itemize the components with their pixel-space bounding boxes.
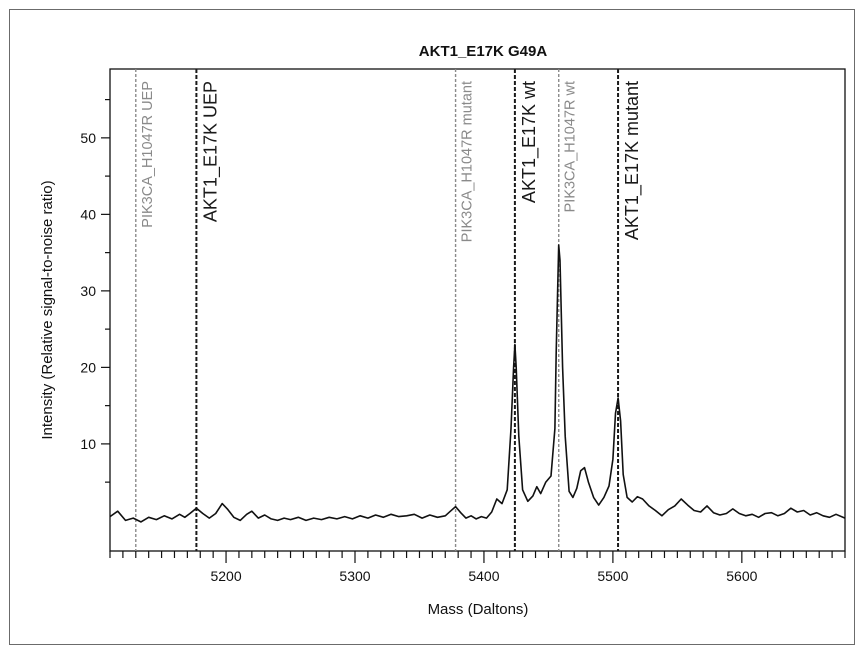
marker-lines: PIK3CA_H1047R UEP AKT1_E17K UEP PIK3CA_H10… (135, 69, 643, 551)
x-tick-label: 5300 (339, 568, 370, 584)
marker-label: PIK3CA_H1047R wt (563, 81, 579, 212)
series-layer (109, 244, 846, 523)
marker-label: AKT1_E17K wt (519, 81, 540, 203)
marker-label: PIK3CA_H1047R mutant (460, 81, 476, 242)
y-tick-label: 50 (80, 130, 96, 146)
marker-label: AKT1_E17K mutant (622, 81, 643, 240)
figure-frame (9, 9, 855, 645)
marker-label: AKT1_E17K UEP (200, 81, 221, 222)
y-tick-label: 40 (80, 206, 96, 222)
x-tick-label: 5500 (597, 568, 628, 584)
y-axis-ticks: 10 20 30 40 50 (80, 99, 110, 483)
y-tick-label: 20 (80, 359, 96, 375)
y-tick-label: 10 (80, 436, 96, 452)
marker-label: PIK3CA_H1047R UEP (140, 81, 156, 228)
x-tick-label: 5200 (210, 568, 241, 584)
spectrum-line (109, 244, 846, 523)
x-axis-ticks: 5200 5300 5400 5500 5600 (109, 551, 846, 584)
y-tick-label: 30 (80, 283, 96, 299)
y-axis-label: Intensity (Relative signal-to-noise rati… (39, 180, 56, 439)
chart-title: AKT1_E17K G49A (419, 43, 548, 60)
x-tick-label: 5600 (726, 568, 757, 584)
plot-area (109, 68, 846, 552)
x-axis-label: Mass (Daltons) (428, 601, 529, 618)
x-tick-label: 5400 (468, 568, 499, 584)
